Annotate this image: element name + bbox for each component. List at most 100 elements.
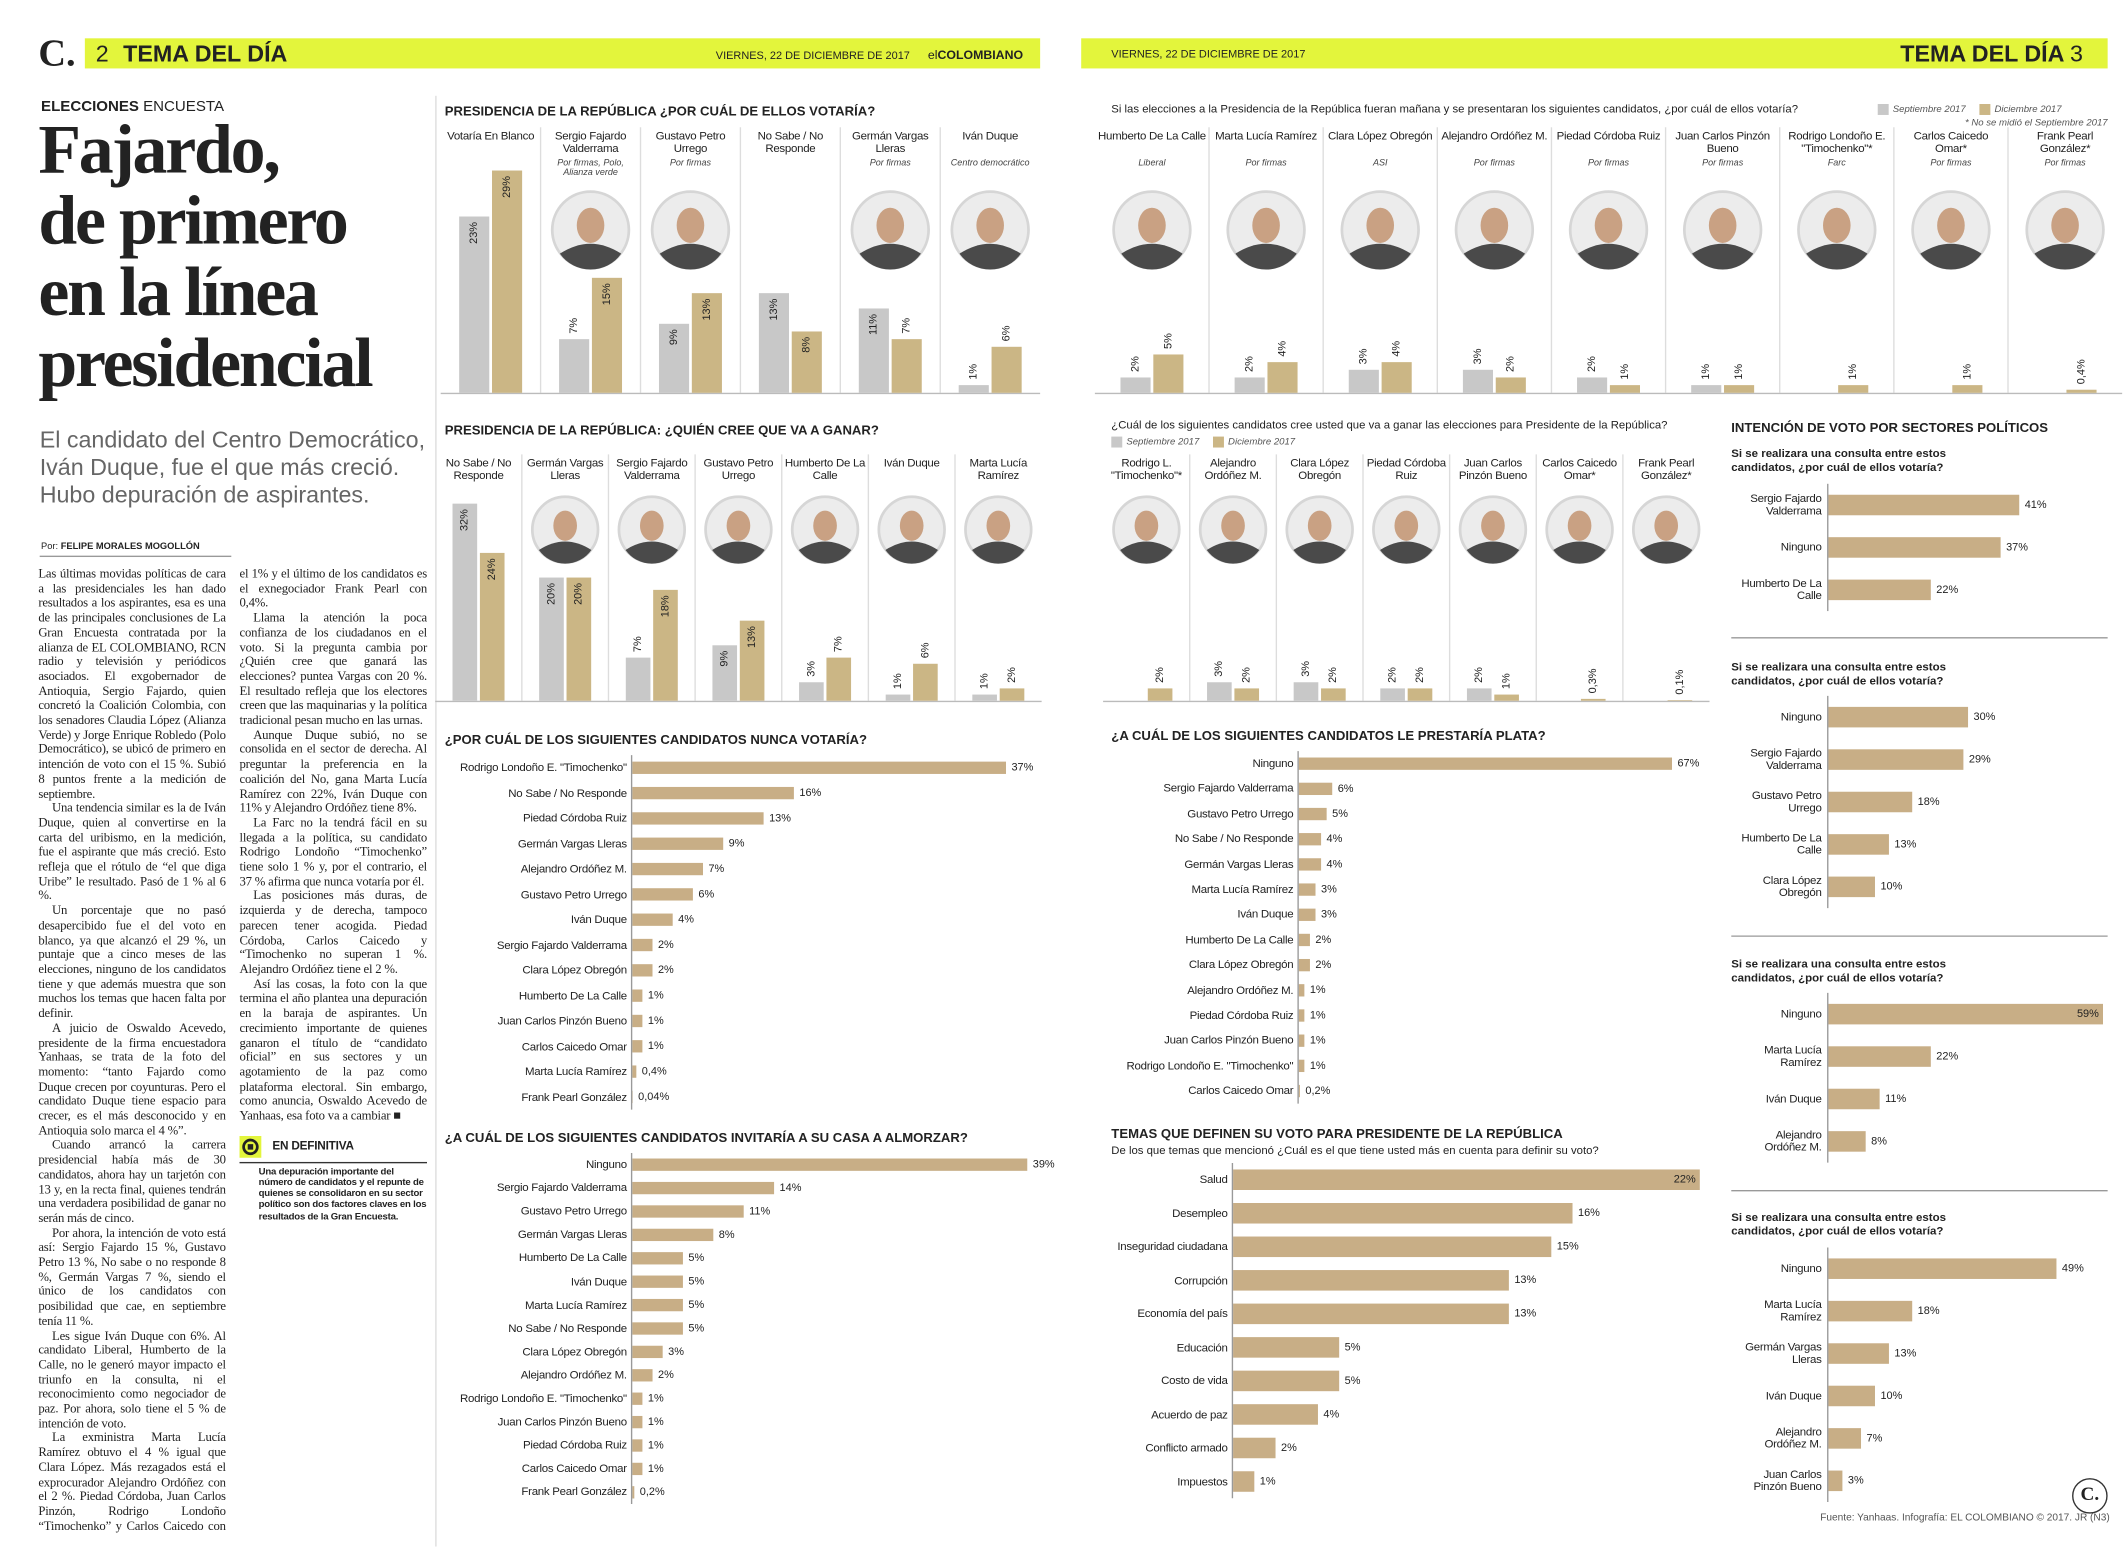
photo-shoulders xyxy=(1349,243,1411,270)
category-label: Conflicto armado xyxy=(1145,1440,1228,1454)
value-label: 2% xyxy=(1006,667,1018,683)
value-label: 1% xyxy=(1310,1009,1326,1021)
value-label: 1% xyxy=(1310,1035,1326,1047)
category-label: No Sabe / No Responde xyxy=(508,1320,627,1335)
category-label: Gustavo Petro Urrego xyxy=(703,455,774,483)
summary-text: Una depuración importante del número de … xyxy=(258,1167,427,1222)
bar xyxy=(632,1205,744,1218)
chart-title: INTENCIÓN DE VOTO POR SECTORES POLÍTICOS xyxy=(1731,420,2048,435)
bar xyxy=(566,577,592,701)
category-label: Clara López Obregón xyxy=(1328,128,1433,143)
photo-face xyxy=(1134,510,1159,541)
bar xyxy=(632,1345,663,1359)
value-label: 2% xyxy=(1281,1442,1297,1454)
category-label: Marta Lucía Ramírez xyxy=(1215,128,1317,143)
party-label: Por firmas xyxy=(2044,158,2086,169)
photo-face xyxy=(1567,510,1592,541)
category-label: No Sabe / No Responde xyxy=(757,128,824,156)
paragraph: Les sigue Iván Duque con 6%. Al candidat… xyxy=(38,1329,226,1432)
category-label: Sergio Fajardo Valderrama xyxy=(554,128,627,156)
value-label: 1% xyxy=(1619,364,1631,380)
value-label: 7% xyxy=(632,636,644,652)
value-label: 32% xyxy=(459,509,471,531)
value-label: 0,2% xyxy=(1305,1085,1330,1097)
category-label: Marta Lucía Ramírez xyxy=(524,1297,627,1312)
photo-shoulders xyxy=(959,243,1021,270)
value-label: 13% xyxy=(769,812,791,824)
value-label: 15% xyxy=(1557,1241,1579,1253)
photo-shoulders xyxy=(1553,541,1606,564)
paragraph: La Farc no la tendrá fácil en su llegada… xyxy=(239,816,428,890)
bar xyxy=(1577,377,1608,393)
bar xyxy=(1828,706,1969,728)
bar xyxy=(1267,362,1298,393)
bar xyxy=(1233,1270,1509,1291)
category-label: Carlos Caicedo Omar* xyxy=(1913,128,1989,156)
bar xyxy=(632,1486,635,1499)
bar xyxy=(1494,694,1519,701)
section-title-right: TEMA DEL DÍA 3 xyxy=(1900,41,2083,68)
category-label: Acuerdo de paz xyxy=(1151,1406,1228,1421)
photo-shoulders xyxy=(1692,243,1754,270)
category-label: Frank Pearl González xyxy=(521,1484,627,1499)
chart-title: ¿A CUÁL DE LOS SIGUIENTES CANDIDATOS LE … xyxy=(1111,728,1545,743)
bar xyxy=(758,293,789,393)
value-label: 6% xyxy=(1000,325,1012,341)
bar xyxy=(459,216,490,393)
photo-shoulders xyxy=(1806,243,1868,270)
photo-shoulders xyxy=(1120,541,1173,564)
party-label: Por firmas xyxy=(1930,158,1972,169)
bar xyxy=(1321,688,1346,701)
category-label: Iván Duque xyxy=(1237,907,1294,921)
bar xyxy=(739,620,765,701)
bar xyxy=(1828,1088,1880,1110)
category-label: Humberto De La Calle xyxy=(1097,128,1206,143)
bar xyxy=(791,331,822,393)
category-label: Juan Carlos Pinzón Bueno xyxy=(1458,455,1527,483)
value-label: 20% xyxy=(573,583,585,605)
value-label: 1% xyxy=(1260,1475,1276,1487)
bar xyxy=(991,346,1022,393)
value-label: 5% xyxy=(688,1299,704,1311)
value-label: 23% xyxy=(468,222,480,244)
photo-shoulders xyxy=(1920,243,1982,270)
header-bar xyxy=(1081,38,2108,69)
paragraph: Por ahora, la intención de voto está así… xyxy=(38,1227,226,1329)
bar xyxy=(632,1298,683,1312)
bar xyxy=(1298,782,1333,796)
value-label: 1% xyxy=(648,1393,664,1405)
value-label: 18% xyxy=(1918,1305,1940,1317)
value-label: 6% xyxy=(698,888,714,900)
category-label: Ninguno xyxy=(1780,709,1822,724)
bar xyxy=(632,812,764,825)
bar xyxy=(632,1065,637,1078)
legend-swatch xyxy=(1111,436,1123,448)
bar xyxy=(1298,958,1310,972)
header-bar xyxy=(84,38,1041,69)
category-label: Alejandro Ordóñez M. xyxy=(1764,1424,1822,1451)
photo-face xyxy=(2051,207,2079,243)
category-label: Economía del país xyxy=(1137,1306,1228,1320)
bar xyxy=(632,938,653,952)
value-label: 4% xyxy=(1327,833,1343,845)
value-label: 7% xyxy=(833,636,845,652)
category-label: Humberto De La Calle xyxy=(518,987,627,1002)
chart-title: PRESIDENCIA DE LA REPÚBLICA: ¿QUIÉN CREE… xyxy=(445,423,879,438)
photo-shoulders xyxy=(1466,541,1520,564)
category-label: Humberto De La Calle xyxy=(1741,830,1822,857)
bar xyxy=(632,786,794,800)
bar xyxy=(1233,1236,1552,1258)
footer-logo: C. xyxy=(2072,1478,2108,1514)
value-label: 4% xyxy=(1323,1408,1339,1420)
photo-shoulders xyxy=(885,541,938,564)
value-label: 13% xyxy=(1894,1347,1916,1359)
bar xyxy=(1298,858,1322,871)
value-label: 49% xyxy=(2062,1263,2084,1275)
party-label: Liberal xyxy=(1138,158,1166,169)
paragraph: Las posiciones más duras, de izquierda y… xyxy=(239,890,428,978)
value-label: 8% xyxy=(719,1229,735,1241)
category-label: Rodrigo Londoño E. "Timochenko" xyxy=(1126,1058,1294,1072)
photo-face xyxy=(726,510,751,541)
category-label: Ninguno xyxy=(1780,539,1822,554)
bar xyxy=(1466,688,1492,701)
